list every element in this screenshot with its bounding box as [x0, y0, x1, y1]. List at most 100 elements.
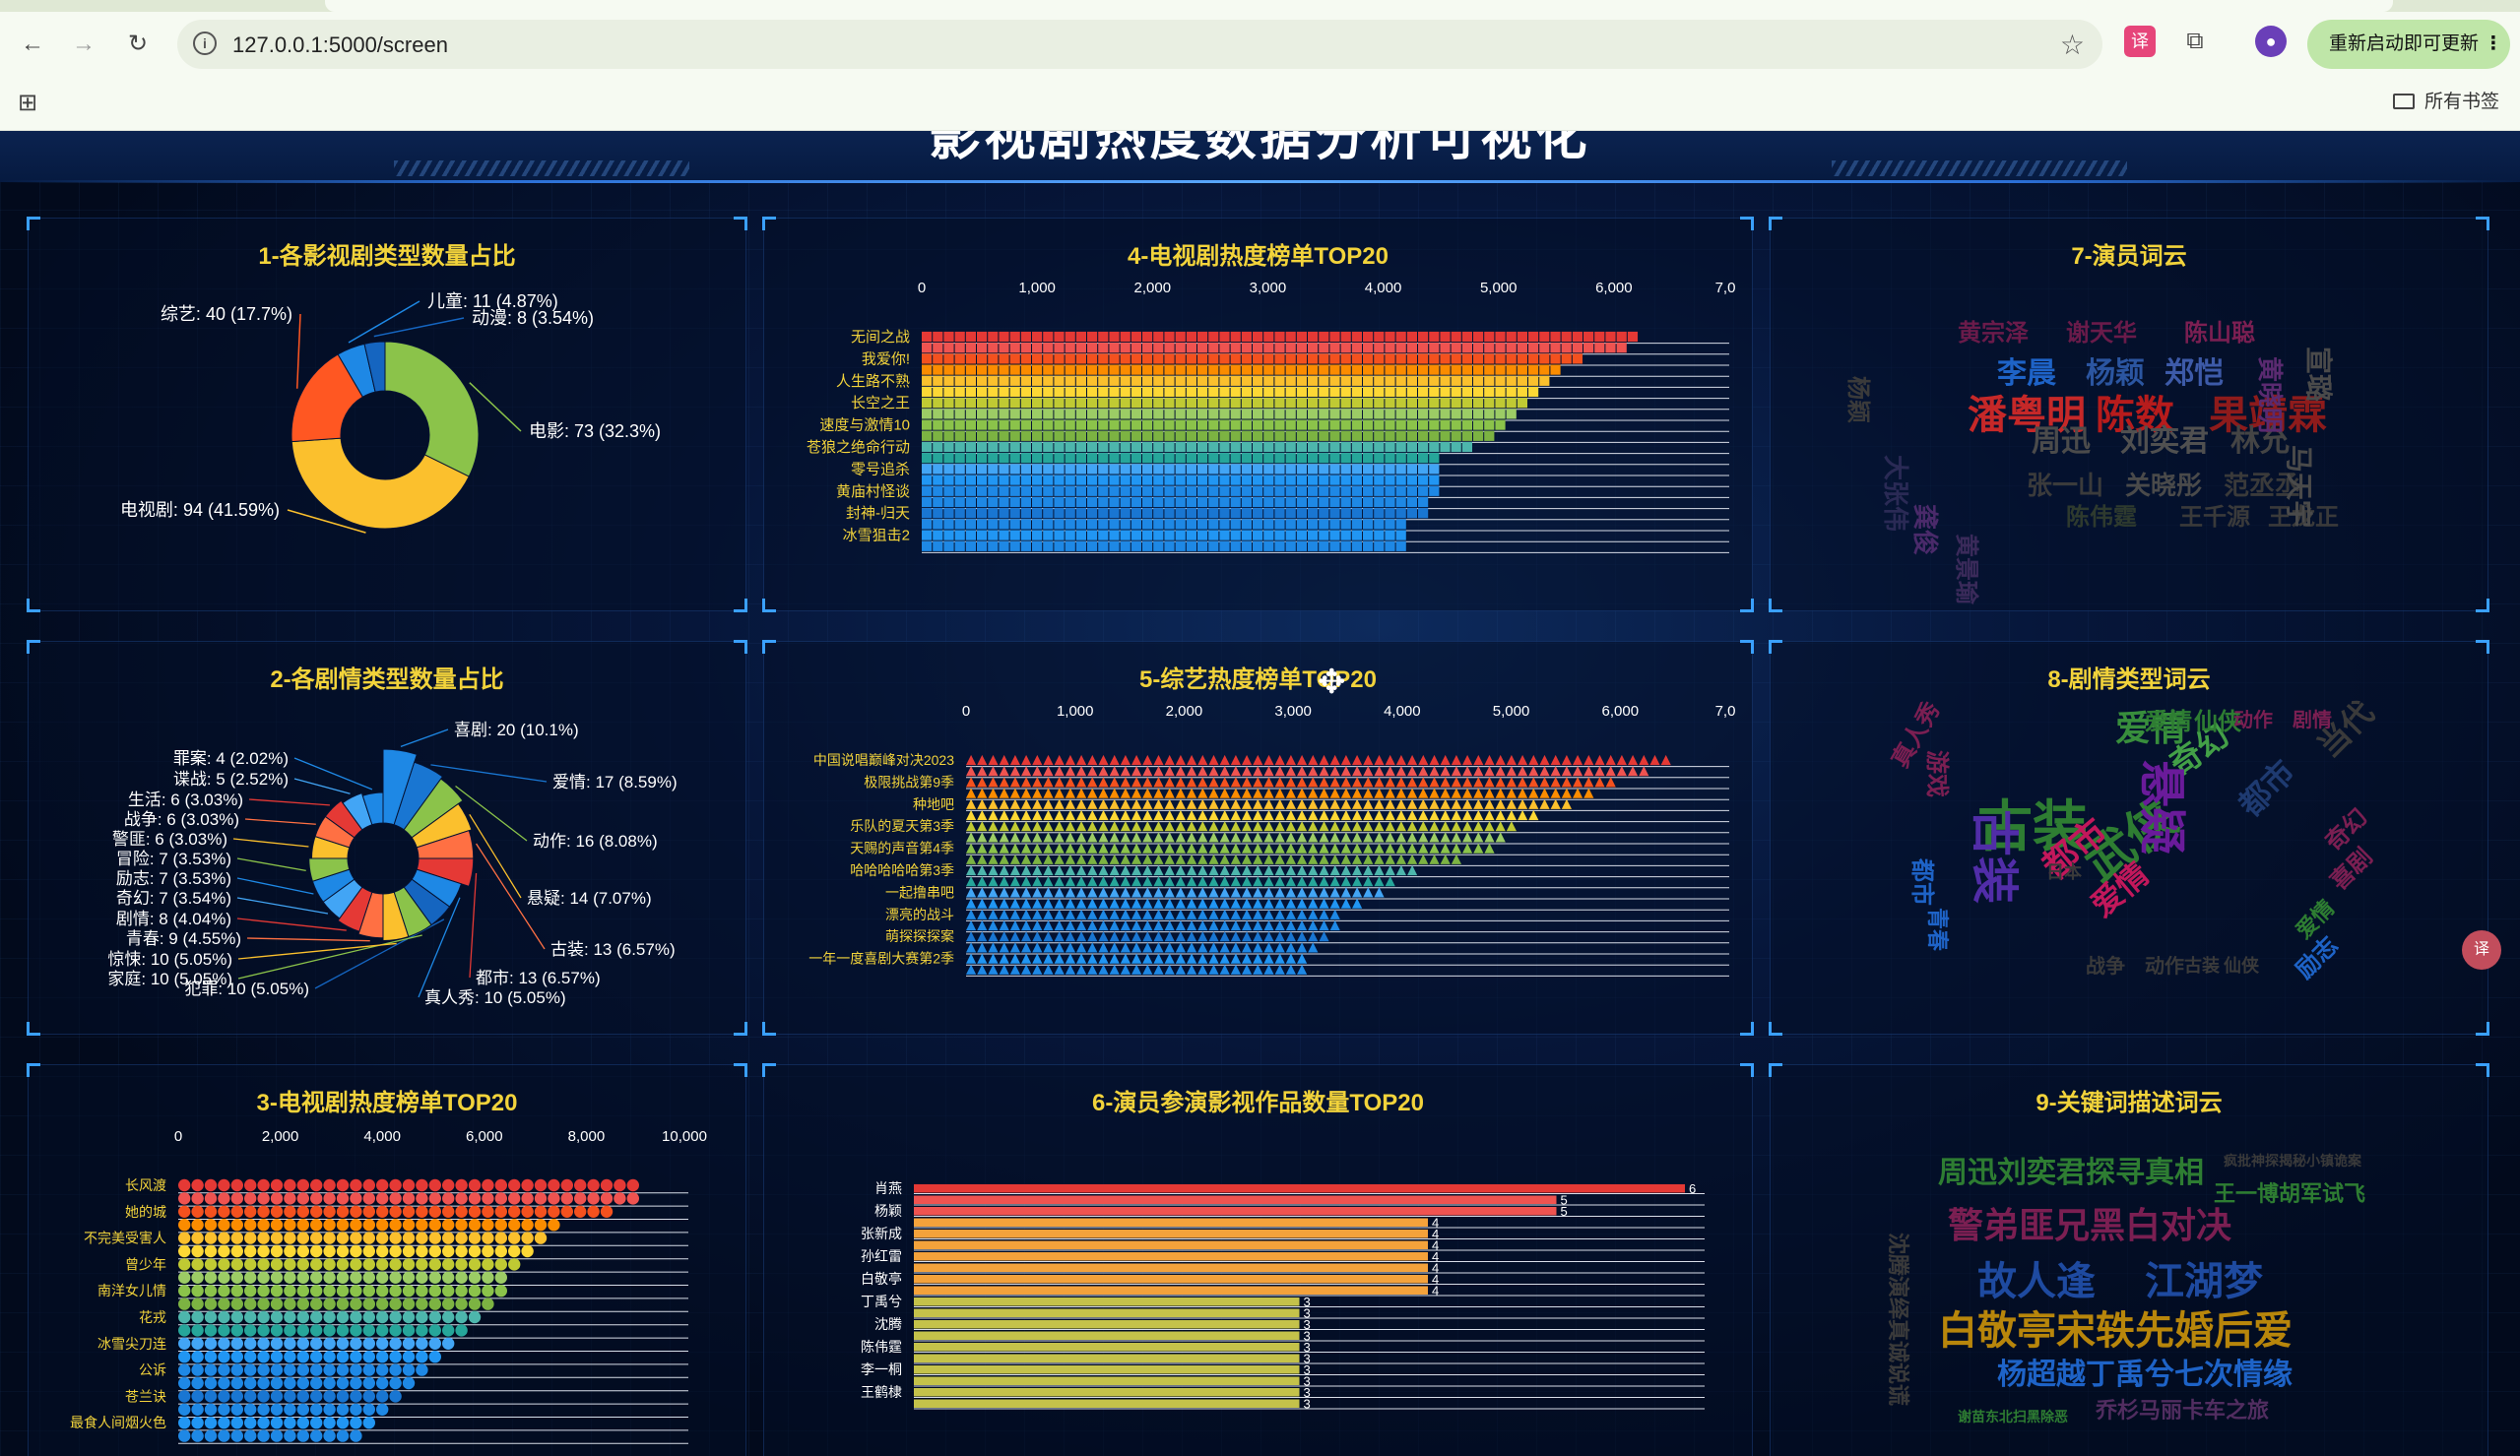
bar-symbol-triangle — [1528, 809, 1539, 821]
bar-symbol-square — [1473, 419, 1484, 430]
tv-heat-bar-chart-squares[interactable]: 0 1,000 2,000 3,000 4,000 5,000 6,000 7,0无间之战我爱… — [764, 219, 1754, 612]
bar-symbol-square — [1451, 364, 1461, 375]
bar-symbol-triangle — [1242, 898, 1253, 909]
bar-symbol-circle — [310, 1298, 323, 1310]
bar-symbol-triangle — [1098, 964, 1109, 975]
bar-symbol-square — [1363, 485, 1374, 496]
bar-symbol-circle — [218, 1310, 230, 1324]
bar-symbol-square — [1065, 530, 1075, 540]
bar-symbol-circle — [362, 1337, 375, 1350]
bar-symbol-square — [1285, 441, 1296, 453]
bar-symbol-square — [1572, 343, 1583, 353]
info-icon[interactable]: i — [193, 32, 217, 55]
bar-symbol-triangle — [1230, 843, 1241, 854]
genre-rose-chart[interactable]: 喜剧: 20 (10.1%)爱情: 17 (8.59%)动作: 16 (8.08… — [29, 642, 747, 1036]
bar-symbol-square — [1164, 508, 1175, 519]
bar-symbol-square — [1351, 441, 1362, 453]
tv-heat-bar-chart-circles[interactable]: 0 2,000 4,000 6,000 8,000 10,000长风渡她的城不完美受害人曾… — [29, 1065, 747, 1456]
bar-symbol-triangle — [1274, 964, 1285, 975]
bar-symbol-triangle — [1065, 777, 1075, 788]
bar-symbol-triangle — [1098, 898, 1109, 909]
bar-symbol-triangle — [1197, 798, 1208, 809]
bar-symbol-square — [1109, 353, 1120, 364]
all-bookmarks-button[interactable]: 所有书签 — [2393, 87, 2499, 113]
bar-symbol-circle — [270, 1429, 284, 1442]
bar-symbol-circle — [376, 1376, 389, 1390]
bar-symbol-triangle — [1021, 919, 1032, 931]
word-cloud-word: 江湖梦 — [2145, 1260, 2263, 1303]
bar-symbol-triangle — [1175, 788, 1186, 798]
bar-symbol-square — [1253, 441, 1263, 453]
bar-symbol-square — [954, 530, 965, 540]
bar-symbol-triangle — [1484, 766, 1495, 777]
bar-symbol-square — [1087, 519, 1098, 530]
bar-symbol-square — [1351, 519, 1362, 530]
bar-symbol-square — [1308, 430, 1319, 441]
bar-symbol-square — [1087, 364, 1098, 375]
bar-symbol-square — [1219, 475, 1230, 485]
bar-symbol-square — [1285, 398, 1296, 409]
actor-works-bar-chart[interactable]: 6肖燕55杨颖44张新成44孙红雷44白敬亭43丁禹兮33沈腾33陈伟霆33李一… — [764, 1065, 1754, 1456]
bar-symbol-triangle — [1253, 809, 1263, 821]
bar-symbol-triangle — [1352, 854, 1363, 864]
bar-symbol-square — [1098, 453, 1109, 464]
bar-symbol-square — [1374, 464, 1385, 475]
bar-symbol-square — [1208, 441, 1219, 453]
bar-symbol-triangle — [1253, 898, 1263, 909]
bar-symbol-square — [1054, 386, 1065, 398]
bar-symbol-triangle — [1131, 788, 1142, 798]
profile-avatar-icon[interactable]: ● — [2255, 26, 2287, 57]
apps-icon[interactable]: ⊞ — [18, 90, 38, 116]
bar-symbol-circle — [284, 1178, 296, 1192]
update-button[interactable]: 重新启动即可更新 ⋮ — [2307, 20, 2510, 69]
url-text[interactable]: 127.0.0.1:5000/screen — [232, 32, 448, 57]
translate-extension-icon[interactable]: 译 — [2124, 26, 2156, 57]
bar-symbol-square — [1175, 530, 1186, 540]
bar-symbol-triangle — [1363, 843, 1374, 854]
bar-symbol-triangle — [1352, 788, 1363, 798]
bar-symbol-square — [1197, 464, 1208, 475]
bar-symbol-circle — [416, 1258, 428, 1271]
bar-symbol-square — [1020, 343, 1031, 353]
bar-symbol-square — [1043, 441, 1054, 453]
bar-symbol-square — [1230, 353, 1241, 364]
bar-symbol-square — [1406, 441, 1417, 453]
bar-symbol-square — [1296, 331, 1307, 343]
bar-symbol-triangle — [1187, 876, 1197, 887]
bar-symbol-triangle — [1087, 909, 1098, 919]
bar-symbol-triangle — [1263, 821, 1274, 832]
bar-symbol-square — [1550, 364, 1561, 375]
bar-symbol-triangle — [1187, 821, 1197, 832]
bar-symbol-square — [1461, 386, 1472, 398]
bar — [914, 1195, 1557, 1204]
reload-icon[interactable]: ↻ — [127, 31, 149, 57]
bar-symbol-square — [1230, 540, 1241, 551]
bar-symbol-triangle — [1009, 964, 1020, 975]
back-icon[interactable]: ← — [21, 31, 44, 57]
forward-icon[interactable]: → — [72, 31, 96, 57]
bar-symbol-square — [1009, 464, 1020, 475]
bar-symbol-triangle — [1395, 854, 1406, 864]
bar-symbol-triangle — [1187, 832, 1197, 843]
bar-symbol-circle — [376, 1178, 389, 1192]
bar-symbol-triangle — [1518, 754, 1528, 766]
bar-symbol-triangle — [966, 854, 977, 864]
bar-symbol-square — [1208, 540, 1219, 551]
bar-symbol-triangle — [1319, 754, 1329, 766]
bar-symbol-circle — [455, 1232, 468, 1244]
type-donut-chart[interactable]: 电影: 73 (32.3%)电视剧: 94 (41.59%)综艺: 40 (17… — [29, 219, 747, 612]
bar-symbol-square — [1186, 453, 1196, 464]
bar-symbol-square — [1197, 475, 1208, 485]
star-icon[interactable]: ☆ — [2059, 30, 2085, 60]
address-bar[interactable]: i 127.0.0.1:5000/screen ☆ — [177, 20, 2102, 69]
bar-symbol-circle — [428, 1232, 441, 1244]
active-tab[interactable] — [325, 0, 2393, 12]
extensions-puzzle-icon[interactable]: ⧉ — [2186, 28, 2204, 54]
bar-symbol-triangle — [1528, 754, 1539, 766]
bar-symbol-square — [1285, 519, 1296, 530]
bar-symbol-square — [1230, 331, 1241, 343]
variety-heat-bar-chart-triangles[interactable]: 0 1,000 2,000 3,000 4,000 5,000 6,000 7,0中国说唱巅峰… — [764, 642, 1754, 1036]
bar-symbol-square — [1120, 453, 1131, 464]
bar-symbol-triangle — [1120, 766, 1131, 777]
translate-float-icon[interactable]: 译 — [2462, 930, 2501, 970]
